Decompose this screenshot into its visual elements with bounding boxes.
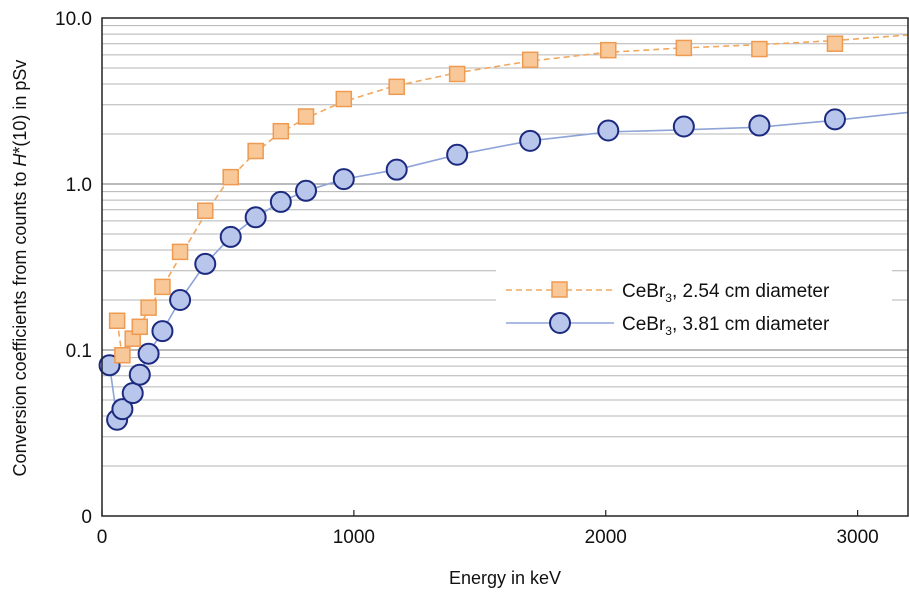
legend: CeBr3, 2.54 cm diameter CeBr3, 3.81 cm d… bbox=[496, 262, 892, 344]
series-1-point bbox=[272, 122, 290, 140]
series-1-point bbox=[171, 243, 189, 261]
series-1-point bbox=[448, 65, 466, 83]
series-2-point bbox=[295, 179, 318, 202]
series-2-point bbox=[597, 119, 620, 142]
series-1-point bbox=[108, 312, 126, 330]
y-tick-label: 0 bbox=[81, 507, 92, 528]
series-2-point bbox=[269, 190, 292, 213]
series-1-point bbox=[826, 35, 844, 52]
legend-marker-circle bbox=[549, 312, 571, 334]
series-2-point bbox=[111, 398, 134, 421]
series-2-point bbox=[519, 129, 542, 152]
x-tick-label: 2000 bbox=[585, 527, 627, 548]
series-2-point bbox=[121, 382, 144, 405]
series-2-point bbox=[385, 158, 408, 181]
series-2-point bbox=[823, 108, 846, 131]
y-tick-label: 0.1 bbox=[66, 341, 92, 362]
series-1-point bbox=[247, 142, 264, 160]
series-1-point bbox=[140, 299, 157, 316]
series-2-point bbox=[672, 115, 695, 138]
legend-marker-square bbox=[551, 281, 568, 298]
x-tick-label: 0 bbox=[97, 527, 108, 548]
series-1-point bbox=[675, 39, 693, 57]
series-1-point bbox=[521, 51, 539, 69]
series-1-point bbox=[131, 318, 149, 336]
y-axis-title: Conversion coefficients from counts to H… bbox=[10, 60, 30, 477]
series-2-point bbox=[219, 225, 242, 248]
x-tick-label: 3000 bbox=[836, 527, 878, 548]
series-1-point bbox=[388, 78, 405, 96]
x-axis-title: Energy in keV bbox=[449, 568, 561, 588]
series-2-point bbox=[244, 206, 267, 229]
series-1-point bbox=[197, 202, 214, 220]
series-2-point bbox=[194, 252, 217, 275]
series-1-point bbox=[751, 40, 768, 58]
series-2-point bbox=[332, 168, 355, 191]
series-2-point bbox=[446, 143, 469, 166]
series-2-point bbox=[137, 342, 160, 365]
series-1-point bbox=[222, 168, 239, 186]
series-2-point bbox=[748, 114, 771, 137]
legend-label-series-2: CeBr3, 3.81 cm diameter bbox=[622, 314, 830, 338]
y-tick-label: 1.0 bbox=[66, 175, 92, 196]
series-1-point bbox=[154, 278, 171, 296]
series-1-point bbox=[335, 90, 353, 108]
y-tick-label: 10.0 bbox=[55, 9, 92, 30]
series-1-point bbox=[297, 108, 315, 125]
plot-frame bbox=[101, 17, 909, 517]
series-layer bbox=[98, 34, 909, 431]
x-tick-label: 1000 bbox=[333, 527, 375, 548]
series-2-point bbox=[169, 289, 192, 312]
tick-labels: 0 0.1 1.0 10.0 0 1000 2000 3000 bbox=[55, 9, 879, 548]
series-2-point bbox=[128, 363, 151, 386]
series-1-point bbox=[114, 346, 131, 364]
series-2-point bbox=[151, 320, 174, 343]
legend-label-series-1: CeBr3, 2.54 cm diameter bbox=[622, 281, 830, 305]
series-1-point bbox=[600, 41, 617, 59]
